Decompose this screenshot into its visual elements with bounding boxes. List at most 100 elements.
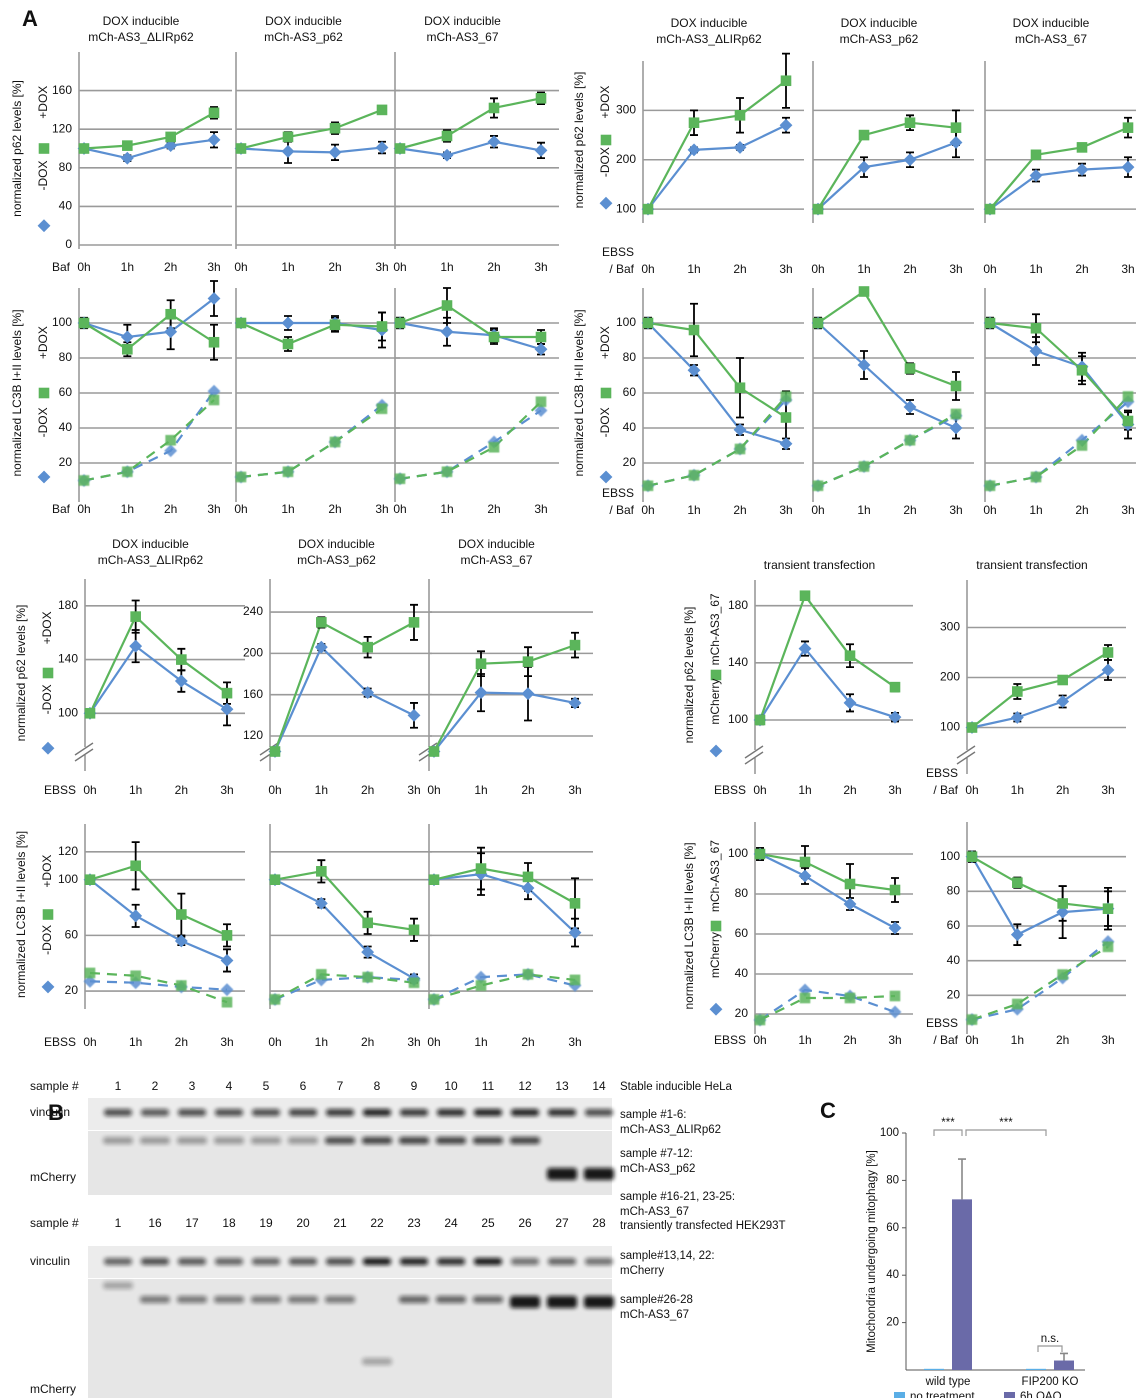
x-axis-prefix: Baf [52,260,71,274]
band [548,1258,576,1265]
lane-label: 25 [481,1216,495,1230]
band [214,1137,244,1144]
band [326,1109,354,1116]
legend-marker [894,1392,905,1398]
legend-label: +DOX [36,326,50,359]
x-tick-label: 3h [207,502,220,516]
marker [175,935,187,947]
lane-label: 12 [518,1079,532,1093]
x-tick-label: 1h [281,502,294,516]
panel-title: DOX inducible [458,537,535,551]
marker [780,438,792,450]
lane-label: 23 [407,1216,421,1230]
band [585,1258,613,1265]
significance-bracket [934,1130,962,1136]
x-tick-label: 0h [811,503,824,517]
line [990,167,1128,209]
x-tick-label: 2h [1075,503,1088,517]
x-tick-label: 0h [641,503,654,517]
x-tick-label: 2h [164,502,177,516]
legend-label: -DOX [598,407,612,437]
y-tick-label: 100 [616,315,636,329]
lane-label: 14 [592,1079,606,1093]
x-axis-prefix: Baf [52,502,71,516]
x-tick-label: 3h [534,260,547,274]
band [511,1109,539,1116]
band [325,1137,355,1144]
y-tick-label: 200 [616,152,636,166]
dashed-line [434,974,575,999]
x-tick-label: 0h [641,262,654,276]
x-tick-label: 1h [798,1033,811,1047]
bar [1054,1361,1074,1370]
band [474,1109,502,1116]
marker [176,910,186,920]
marker [221,984,233,996]
marker [813,204,823,214]
y-tick-label: 80 [59,350,73,364]
x-tick-label: 0h [83,783,96,797]
dashed-line [648,400,786,486]
y-tick-label: 120 [243,728,263,742]
marker [523,657,533,667]
band [141,1258,169,1265]
y-tick-label: 0 [65,237,72,251]
marker [889,922,901,934]
marker [1103,942,1113,952]
y-tick-label: 140 [728,655,748,669]
legend-label: 6h OAQ [1020,1391,1062,1398]
dashed-line [760,996,895,1020]
lane-label: 22 [370,1216,384,1230]
y-tick-label: 60 [65,928,79,942]
line [434,693,575,752]
marker [476,864,486,874]
marker [600,471,612,483]
y-tick-label: 40 [735,966,749,980]
lane-label: 21 [333,1216,347,1230]
marker [570,898,580,908]
marker [800,591,810,601]
y-tick-label: 200 [243,646,263,660]
y-tick-label: 180 [58,598,78,612]
x-tick-label: 3h [949,503,962,517]
dashed-line [90,981,227,989]
y-tick-label: 80 [947,884,961,898]
marker [441,149,453,161]
line [648,323,786,444]
x-tick-label: 2h [361,1035,374,1049]
line [972,653,1108,728]
y-tick-label: 60 [886,1222,899,1234]
legend-label: -DOX [36,161,50,191]
legend-label: -DOX [40,925,54,955]
lane-label: 9 [411,1079,418,1093]
x-tick-label: 3h [779,503,792,517]
marker [1012,687,1022,697]
marker [523,969,533,979]
y-tick-label: 140 [58,652,78,666]
line [648,323,786,418]
marker [442,467,452,477]
marker [79,476,89,486]
marker [967,723,977,733]
x-axis-prefix: / Baf [609,262,634,276]
band [214,1296,244,1303]
panel-label: C [820,1098,836,1123]
blot-row-label: vinculin [30,1105,70,1119]
y-tick-label: 80 [735,886,749,900]
x-tick-label: wild type [925,1376,971,1388]
x-axis-prefix: EBSS [602,245,634,259]
dashed-line [972,942,1108,1020]
x-tick-label: 0h [427,1035,440,1049]
x-tick-label: 2h [843,1033,856,1047]
marker [208,134,220,146]
x-tick-label: 1h [474,1035,487,1049]
band [251,1296,281,1303]
line [760,854,895,890]
y-axis-label: normalized LC3B I+II levels [%] [14,831,28,998]
x-tick-label: 3h [568,783,581,797]
y-tick-label: 60 [623,385,637,399]
marker [176,655,186,665]
panel-title: transient transfection [764,558,875,572]
y-axis-label: normalized p62 levels [%] [682,607,696,744]
blot-note: mCh-AS3_67 [620,1309,689,1321]
